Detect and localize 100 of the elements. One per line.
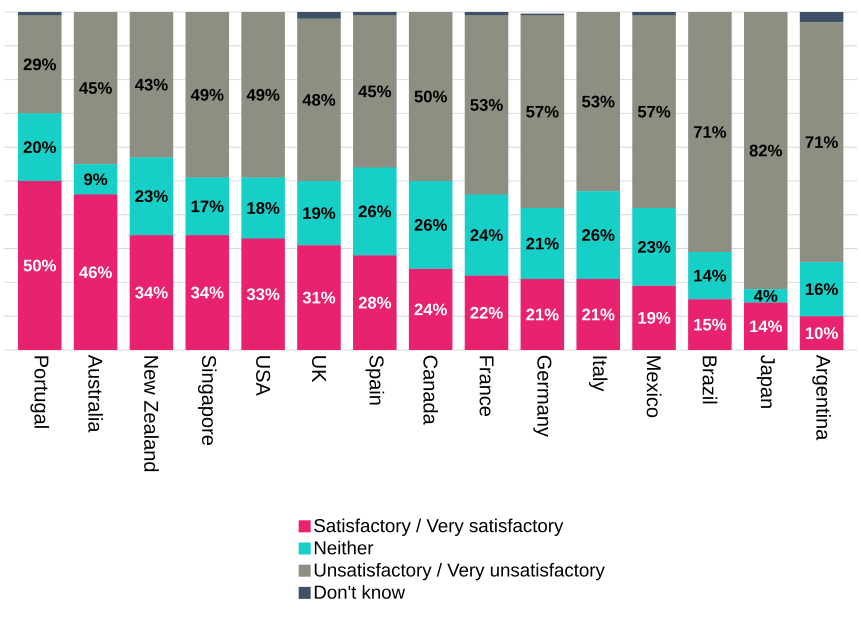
bar <box>688 12 732 252</box>
bar <box>74 194 118 350</box>
data-label: 53% <box>582 96 614 108</box>
bar <box>18 12 62 16</box>
bar <box>464 194 508 276</box>
bar <box>18 180 62 350</box>
bar <box>464 15 508 195</box>
bar <box>520 208 564 280</box>
data-label: 23% <box>638 241 670 253</box>
bar <box>353 12 397 16</box>
bar <box>18 113 62 181</box>
bar <box>632 208 676 286</box>
data-label: 50% <box>414 90 447 102</box>
data-label: 71% <box>694 126 726 138</box>
data-label: 4% <box>754 290 778 302</box>
bar <box>800 22 844 262</box>
data-label: 29% <box>24 58 56 70</box>
data-label: 43% <box>135 78 168 91</box>
data-label: 33% <box>246 288 280 300</box>
data-label: 15% <box>694 318 726 331</box>
data-label: 49% <box>246 88 280 101</box>
bar <box>520 15 564 208</box>
bar <box>130 235 174 350</box>
x-tick-label: Portugal <box>30 356 50 428</box>
data-label: 24% <box>470 229 503 241</box>
legend-label: Neither <box>314 540 374 554</box>
data-label: 20% <box>24 141 56 154</box>
data-label: 21% <box>526 238 559 250</box>
bar <box>520 279 564 350</box>
data-label: 34% <box>135 286 168 298</box>
data-label: 71% <box>806 136 838 148</box>
bar <box>800 262 844 316</box>
bar <box>632 15 676 208</box>
data-label: 26% <box>414 219 447 231</box>
x-tick-label: Germany <box>533 356 552 437</box>
x-tick-label: Brazil <box>702 356 718 404</box>
data-label: 21% <box>526 308 559 320</box>
bar <box>297 12 341 19</box>
data-label: 21% <box>582 308 614 320</box>
data-label: 22% <box>470 306 503 319</box>
data-label: 46% <box>79 266 112 278</box>
bar <box>241 178 285 238</box>
data-label: 26% <box>358 206 392 218</box>
data-label: 45% <box>358 86 392 98</box>
data-label: 53% <box>470 99 503 111</box>
data-label: 14% <box>750 320 782 332</box>
data-label: 45% <box>79 82 112 94</box>
bar <box>464 276 508 350</box>
bar <box>186 235 230 350</box>
x-tick-label: France <box>480 356 494 416</box>
x-tick-label: Japan <box>756 355 775 408</box>
x-tick-label: UK <box>312 356 326 382</box>
data-label: 26% <box>582 229 614 241</box>
data-label: 19% <box>303 207 336 220</box>
bar <box>74 164 118 195</box>
data-label: 57% <box>638 106 670 118</box>
data-label: 48% <box>302 94 336 106</box>
data-label: 18% <box>248 202 280 214</box>
data-label: 57% <box>526 106 559 118</box>
bar <box>408 180 452 269</box>
bar <box>353 15 397 168</box>
x-tick-label: Argentina <box>812 354 831 440</box>
bar <box>576 12 620 192</box>
bar <box>186 178 230 236</box>
data-label: 34% <box>190 286 224 298</box>
bar <box>464 12 508 16</box>
bar <box>297 18 341 181</box>
bar <box>408 268 452 350</box>
bar <box>297 245 341 350</box>
bar <box>576 279 620 350</box>
bar <box>353 255 397 350</box>
x-tick-label: USA <box>256 356 270 396</box>
x-tick-label: Canada <box>423 356 438 425</box>
x-tick-label: Australia <box>88 354 103 433</box>
bar <box>241 12 285 178</box>
data-label: 14% <box>694 270 726 282</box>
data-label: 24% <box>414 304 447 316</box>
data-label: 49% <box>190 88 224 101</box>
data-label: 9% <box>84 173 108 186</box>
data-label: 23% <box>135 190 168 202</box>
bar <box>408 12 452 181</box>
bar <box>130 157 174 236</box>
bar <box>353 167 397 256</box>
bar <box>632 286 676 350</box>
bar <box>241 238 285 350</box>
bar <box>744 12 788 290</box>
legend-label: Satisfactory / Very satisfactory <box>314 518 564 536</box>
x-tick-label: Spain <box>366 356 384 405</box>
x-tick-label: New Zealand <box>144 356 159 472</box>
data-label: 82% <box>750 144 782 156</box>
bar <box>297 180 341 246</box>
x-tick-label: Italy <box>588 356 608 392</box>
legend-label: Unsatisfactory / Very unsatisfactory <box>314 562 605 580</box>
bar <box>688 252 732 300</box>
data-label: 16% <box>806 283 838 296</box>
data-label: 19% <box>638 312 670 324</box>
bar <box>576 191 620 280</box>
data-label: 17% <box>192 200 224 212</box>
x-tick-label: Singapore <box>198 356 217 445</box>
data-label: 50% <box>24 260 56 272</box>
